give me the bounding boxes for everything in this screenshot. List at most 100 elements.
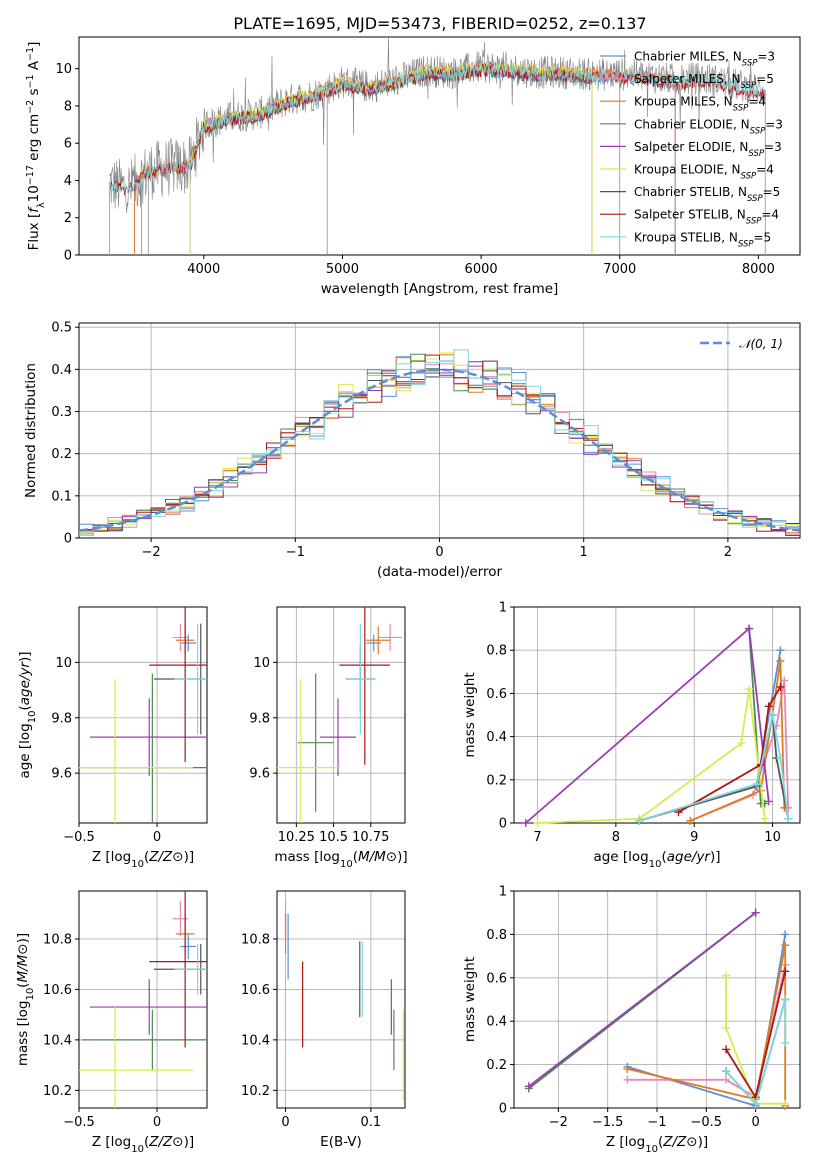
panel-mass-vs-ebv: 0 0.1 10.2 10.4 10.6 10.8 E(B-V) (241, 890, 406, 1150)
error-bars (79, 891, 207, 1108)
errorbar-point (79, 1007, 193, 1108)
weight-marker (776, 657, 785, 665)
error-bars (284, 901, 404, 1101)
weight-marker (764, 702, 773, 711)
y-tick-label: 0 (64, 532, 72, 547)
errorbar-point (79, 679, 193, 823)
y-tick-label: 10 (55, 656, 72, 671)
weight-marker (674, 808, 683, 817)
errorbar-point (339, 607, 391, 765)
y-tick-label: 6 (64, 137, 72, 152)
histogram-series (79, 349, 800, 536)
y-tick-label: 0.2 (486, 1058, 507, 1073)
x-tick-label: 8000 (742, 262, 775, 277)
weight-marker (781, 941, 790, 950)
panel-spectrum: 4000 5000 6000 7000 8000 0 2 4 6 8 10 wavelength [A… (25, 36, 801, 297)
y-tick-label: 0.3 (51, 405, 72, 420)
x-tick-label: 7000 (603, 262, 636, 277)
y-axis-label: mass weight (462, 672, 478, 757)
y-tick-label: 0.1 (51, 489, 72, 504)
y-tick-label: 9.8 (51, 711, 72, 726)
x-tick-label: −2 (549, 1115, 568, 1130)
weight-marker (521, 819, 530, 827)
y-tick-label: 10 (55, 62, 72, 77)
x-tick-label: 0 (435, 545, 443, 560)
errorbar-point (149, 607, 207, 763)
legend-entry: Salpeter MILES, NSSP=5 (634, 72, 774, 91)
weight-marker (751, 1099, 760, 1108)
weight-marker (722, 1075, 731, 1084)
x-tick-label: −1 (286, 545, 305, 560)
y-tick-label: 0.2 (486, 773, 507, 788)
gaussian-curve (78, 368, 801, 532)
y-tick-label: 10.4 (241, 1033, 270, 1048)
legend-entry: Kroupa MILES, NSSP=4 (634, 95, 766, 114)
axes-frame (78, 36, 801, 256)
x-tick-label: 9 (690, 830, 698, 845)
model-spectrum (109, 62, 766, 194)
errorbar-point (89, 698, 207, 776)
legend-entry: Chabrier STELIB, NSSP=5 (634, 185, 780, 204)
errorbar-point (366, 626, 391, 655)
weight-marker (781, 967, 790, 976)
y-tick-label: 10.6 (43, 983, 72, 998)
x-tick-label: 0 (281, 1115, 289, 1130)
y-axis-label: Normed distribution (23, 363, 39, 498)
weight-marker (722, 1023, 731, 1032)
y-tick-label: 10.2 (241, 1084, 270, 1099)
y-tick-label: 8 (64, 99, 72, 114)
weight-marker (722, 1067, 731, 1076)
y-tick-label: 10.2 (43, 1084, 72, 1099)
y-axis-label: age [log10(age/yr)] (17, 651, 38, 778)
weight-marker (745, 685, 754, 694)
y-tick-label: 0.6 (486, 687, 507, 702)
y-tick-label: 10.4 (43, 1033, 72, 1048)
error-bars (79, 607, 207, 823)
histograms (78, 349, 801, 536)
weight-marker (768, 711, 777, 719)
x-axis-label: Z [log10(Z/Z⊙)] (92, 1134, 194, 1155)
y-axis-label: mass [log10(M/M⊙)] (15, 933, 36, 1066)
spectrum-lines (109, 37, 766, 255)
y-tick-label: 1 (499, 885, 507, 900)
y-tick-label: 0 (499, 817, 507, 832)
axes-frame (276, 606, 406, 824)
weight-series (639, 650, 782, 822)
weight-marker (686, 816, 695, 825)
errorbar-point (89, 979, 207, 1035)
legend-entry: Chabrier ELODIE, NSSP=3 (634, 117, 783, 136)
x-tick-label: 0 (153, 1115, 161, 1130)
weight-series (725, 999, 787, 1106)
errorbar-point (378, 623, 403, 652)
x-axis-label: Z [log10(Z/Z⊙)] (606, 1134, 708, 1155)
y-tick-label: 4 (64, 174, 72, 189)
y-tick-label: 10 (253, 656, 270, 671)
x-tick-label: 10.75 (352, 830, 389, 845)
errorbar-point (277, 679, 339, 823)
x-axis-label: mass [log10(M/M⊙)] (274, 849, 407, 870)
weight-lines (521, 624, 793, 827)
weight-marker (781, 1038, 790, 1047)
y-tick-label: 9.8 (249, 711, 270, 726)
errorbar-point (172, 623, 189, 652)
axes-frame (513, 890, 801, 1109)
x-axis-label: age [log10(age/yr)] (593, 849, 720, 870)
x-tick-label: 0 (751, 1115, 759, 1130)
panel-weight-vs-age: 7 8 9 10 0 0.2 0.4 0.6 0.8 1 age [log10(age/yr)] ma… (462, 601, 801, 870)
figure-title: PLATE=1695, MJD=53473, FIBERID=0252, z=0… (233, 14, 646, 33)
weight-series (725, 975, 786, 1105)
y-tick-label: 0.4 (486, 730, 507, 745)
y-tick-label: 0 (64, 249, 72, 264)
x-tick-label: −0.5 (63, 1115, 95, 1130)
weight-marker (764, 797, 773, 806)
axes-frame (513, 606, 801, 824)
errorbar-point (174, 623, 207, 735)
weight-marker (751, 908, 760, 917)
weight-marker (776, 646, 785, 655)
errorbar-point (180, 933, 197, 960)
axes-frame (78, 322, 801, 539)
weight-marker (760, 814, 769, 823)
errorbar-point (172, 901, 189, 937)
y-tick-label: 0.6 (486, 971, 507, 986)
x-tick-label: −1.5 (592, 1115, 624, 1130)
